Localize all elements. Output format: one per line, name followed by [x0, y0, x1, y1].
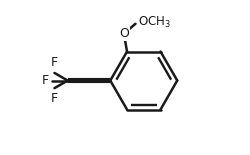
Text: OCH$_3$: OCH$_3$ — [138, 15, 170, 30]
Text: F: F — [51, 92, 58, 105]
Text: F: F — [42, 74, 49, 87]
Text: F: F — [51, 56, 58, 69]
Text: O: O — [118, 27, 128, 40]
